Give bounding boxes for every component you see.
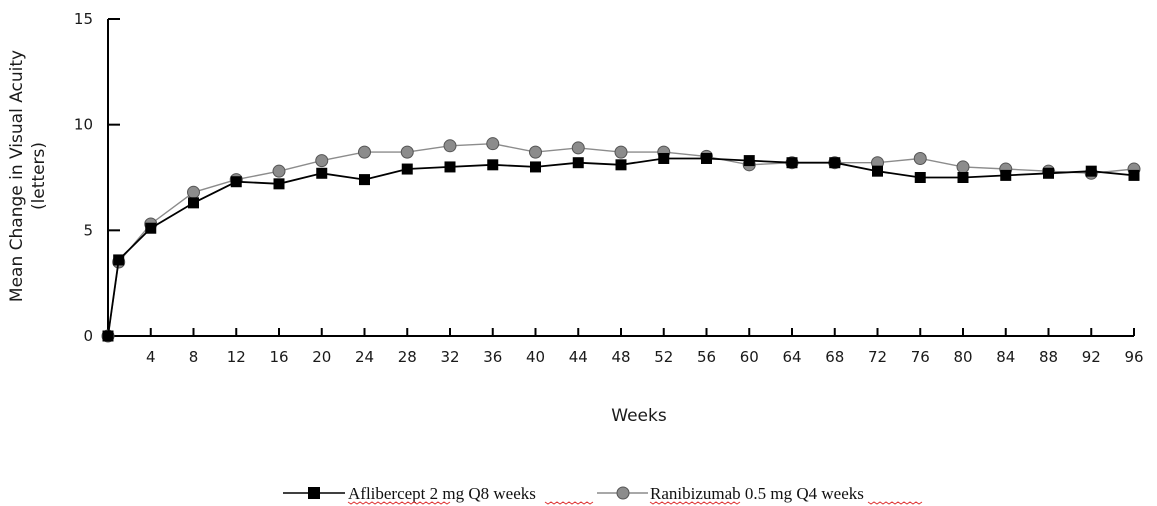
series-line bbox=[107, 142, 1135, 337]
data-point-circle bbox=[443, 139, 457, 153]
legend: Aflibercept 2 mg Q8 weeks Ranibizumab 0.… bbox=[283, 484, 923, 505]
data-point-circle bbox=[187, 185, 200, 199]
legend-label-aflibercept: Aflibercept 2 mg Q8 weeks bbox=[348, 484, 536, 503]
x-tick-label: 96 bbox=[1124, 348, 1143, 366]
legend-label-ranibizumab: Ranibizumab 0.5 mg Q4 weeks bbox=[650, 484, 864, 503]
data-point-square bbox=[1000, 169, 1012, 181]
x-tick-label: 44 bbox=[569, 348, 588, 366]
data-point-square bbox=[701, 152, 712, 164]
data-point-square bbox=[572, 157, 584, 169]
data-point-square bbox=[316, 167, 328, 179]
data-point-square bbox=[102, 330, 114, 342]
x-tick-label: 56 bbox=[697, 348, 716, 366]
x-tick-label: 48 bbox=[611, 348, 630, 366]
data-point-square bbox=[230, 176, 242, 188]
y-axis-title-line2: (letters) bbox=[29, 142, 49, 210]
x-tick-label: 64 bbox=[782, 348, 801, 366]
y-ticks: 0 5 10 15 bbox=[74, 10, 120, 345]
data-point-square bbox=[914, 172, 926, 183]
data-point-circle bbox=[272, 164, 286, 178]
data-point-square bbox=[658, 152, 670, 164]
y-tick-label: 0 bbox=[83, 327, 93, 345]
x-tick-label: 80 bbox=[953, 348, 972, 366]
legend-item-ranibizumab: Ranibizumab 0.5 mg Q4 weeks bbox=[597, 484, 923, 505]
x-tick-label: 92 bbox=[1082, 348, 1101, 366]
data-point-square bbox=[872, 165, 883, 177]
data-point-circle bbox=[956, 160, 970, 174]
data-point-square bbox=[188, 197, 199, 209]
data-point-square bbox=[1085, 165, 1097, 177]
x-tick-label: 24 bbox=[355, 348, 374, 366]
data-point-square bbox=[957, 172, 969, 183]
data-point-circle bbox=[913, 151, 927, 165]
data-point-square bbox=[487, 159, 499, 171]
y-tick-label: 10 bbox=[74, 116, 93, 134]
data-point-circle bbox=[614, 145, 628, 159]
series-line bbox=[107, 157, 1135, 337]
x-tick-label: 36 bbox=[483, 348, 502, 366]
x-tick-label: 12 bbox=[227, 348, 246, 366]
series-layer bbox=[101, 137, 1141, 343]
x-tick-label: 16 bbox=[269, 348, 288, 366]
data-point-circle bbox=[358, 145, 371, 159]
data-point-square bbox=[530, 161, 541, 173]
x-tick-label: 68 bbox=[825, 348, 844, 366]
spellcheck-underline bbox=[544, 501, 594, 505]
x-tick-label: 84 bbox=[996, 348, 1015, 366]
data-point-square bbox=[829, 157, 841, 169]
x-tick-label: 52 bbox=[654, 348, 673, 366]
data-point-square bbox=[743, 155, 755, 167]
data-point-square bbox=[1128, 169, 1140, 181]
data-point-square bbox=[113, 254, 125, 266]
x-tick-label: 40 bbox=[526, 348, 545, 366]
data-point-square bbox=[401, 163, 413, 175]
y-axis-title-line1: Mean Change in Visual Acuity bbox=[7, 50, 27, 302]
data-point-square bbox=[786, 157, 798, 169]
x-axis-title: Weeks bbox=[611, 406, 667, 426]
data-point-circle bbox=[529, 145, 542, 159]
data-point-circle bbox=[315, 154, 329, 168]
data-point-square bbox=[615, 159, 627, 171]
y-tick-label: 5 bbox=[83, 221, 93, 239]
x-tick-label: 72 bbox=[868, 348, 887, 366]
x-tick-label: 8 bbox=[189, 348, 199, 366]
data-point-circle bbox=[486, 137, 500, 151]
legend-marker-square bbox=[308, 487, 320, 499]
legend-item-aflibercept: Aflibercept 2 mg Q8 weeks bbox=[283, 484, 594, 505]
spellcheck-underline bbox=[649, 501, 741, 505]
data-point-square bbox=[359, 174, 370, 186]
spellcheck-underline bbox=[867, 501, 923, 505]
legend-marker-circle bbox=[616, 486, 630, 500]
x-tick-label: 32 bbox=[440, 348, 459, 366]
x-tick-label: 76 bbox=[911, 348, 930, 366]
y-tick-label: 15 bbox=[74, 10, 93, 28]
x-ticks: 4 8 12 16 20 24 28 32 36 40 44 48 52 56 60 64 68 72 76 80 84… bbox=[146, 328, 1144, 366]
x-tick-label: 28 bbox=[398, 348, 417, 366]
x-tick-label: 4 bbox=[146, 348, 156, 366]
data-point-circle bbox=[400, 145, 414, 159]
data-point-circle bbox=[571, 141, 585, 155]
series-aflibercept bbox=[102, 152, 1140, 342]
x-tick-label: 60 bbox=[740, 348, 759, 366]
data-point-square bbox=[1043, 167, 1054, 179]
data-point-square bbox=[444, 161, 456, 173]
data-point-square bbox=[273, 178, 285, 190]
spellcheck-underline bbox=[347, 501, 451, 505]
data-point-square bbox=[145, 222, 157, 234]
x-tick-label: 20 bbox=[312, 348, 331, 366]
x-tick-label: 88 bbox=[1039, 348, 1058, 366]
